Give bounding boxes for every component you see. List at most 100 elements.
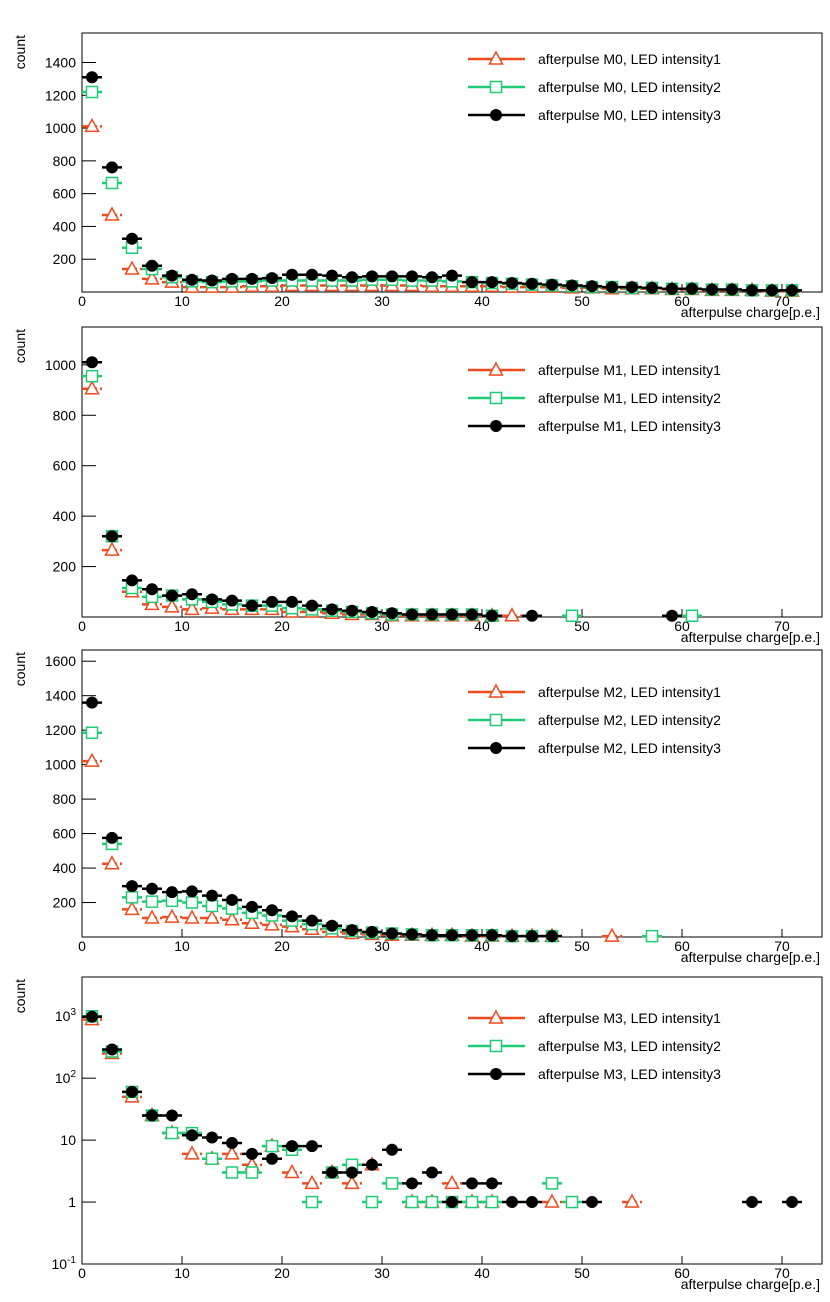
marker: [504, 607, 520, 622]
y-tick-label: 600: [53, 826, 77, 842]
legend-marker: [489, 713, 503, 727]
x-tick-label: 60: [674, 293, 690, 309]
marker: [104, 541, 120, 556]
marker: [666, 609, 678, 622]
marker: [105, 176, 119, 190]
series: [82, 696, 562, 943]
marker: [286, 910, 298, 923]
marker: [544, 1193, 560, 1208]
marker: [624, 1193, 640, 1208]
marker: [565, 1195, 579, 1209]
x-tick-label: 60: [674, 1265, 690, 1281]
x-tick-label: 20: [274, 618, 290, 634]
marker: [365, 1195, 379, 1209]
x-tick-label: 0: [78, 938, 86, 954]
legend-marker: [488, 683, 504, 698]
marker: [346, 924, 358, 937]
series: [82, 369, 702, 622]
marker: [385, 1177, 399, 1190]
legend-label: afterpulse M1, LED intensity3: [538, 418, 721, 434]
marker: [306, 599, 318, 612]
legend-marker: [489, 80, 503, 94]
marker: [406, 1177, 418, 1190]
marker: [164, 908, 180, 923]
x-tick-label: 50: [574, 293, 590, 309]
marker: [125, 891, 139, 904]
marker: [405, 1195, 419, 1209]
marker: [266, 1152, 278, 1165]
marker: [166, 589, 178, 602]
marker: [746, 284, 758, 297]
x-tick-label: 60: [674, 618, 690, 634]
marker: [106, 1043, 118, 1056]
marker: [425, 1195, 439, 1209]
marker: [386, 1143, 398, 1156]
legend-marker: [490, 420, 502, 432]
marker: [346, 604, 358, 617]
y-tick-label: 1000: [45, 757, 76, 773]
marker: [326, 1166, 338, 1179]
marker: [184, 600, 200, 616]
y-tick-label: 1200: [45, 722, 76, 738]
marker: [386, 607, 398, 620]
marker: [226, 893, 238, 906]
series: [82, 726, 662, 943]
marker: [586, 1196, 598, 1209]
legend-label: afterpulse M0, LED intensity1: [538, 51, 721, 67]
legend-marker: [489, 1039, 503, 1053]
y-tick-label: 200: [53, 895, 77, 911]
x-tick-label: 30: [374, 618, 390, 634]
legend-label: afterpulse M3, LED intensity3: [538, 1066, 721, 1082]
marker: [246, 1147, 258, 1160]
marker: [305, 1195, 319, 1209]
marker: [366, 925, 378, 938]
marker: [226, 272, 238, 285]
y-tick-label: 400: [53, 508, 77, 524]
marker: [686, 282, 698, 295]
x-tick-label: 20: [274, 938, 290, 954]
x-tick-label: 10: [174, 938, 190, 954]
marker: [85, 85, 99, 99]
y-tick-label: 400: [53, 860, 77, 876]
plot-frame: [81, 976, 823, 1265]
marker: [206, 593, 218, 606]
marker: [526, 930, 538, 943]
marker: [446, 1196, 458, 1209]
marker: [166, 886, 178, 899]
marker: [84, 380, 100, 395]
marker: [265, 1139, 279, 1153]
marker: [186, 273, 198, 286]
marker: [266, 904, 278, 917]
marker: [366, 1158, 378, 1171]
marker: [486, 609, 498, 622]
marker: [465, 1195, 479, 1209]
marker: [186, 885, 198, 898]
marker: [146, 259, 158, 272]
legend-marker: [489, 391, 503, 405]
legend-label: afterpulse M0, LED intensity3: [538, 107, 721, 123]
marker: [144, 909, 160, 924]
y-tick-label: 1: [68, 1194, 76, 1210]
marker: [386, 927, 398, 940]
marker: [126, 1085, 138, 1098]
x-tick-label: 10: [174, 293, 190, 309]
marker: [184, 909, 200, 924]
marker: [344, 1174, 360, 1190]
marker: [506, 1196, 518, 1209]
marker: [786, 284, 798, 297]
x-tick-label: 70: [774, 293, 790, 309]
marker: [106, 530, 118, 543]
marker: [326, 919, 338, 932]
legend-label: afterpulse M3, LED intensity2: [538, 1038, 721, 1054]
y-tick-label: 1000: [45, 120, 76, 136]
marker: [104, 855, 120, 870]
marker: [86, 696, 98, 709]
marker: [666, 282, 678, 295]
y-axis-title: count: [12, 979, 28, 1013]
series: [82, 1010, 802, 1209]
marker: [726, 283, 738, 296]
x-axis-title: afterpulse charge[p.e.]: [681, 304, 820, 320]
marker: [84, 752, 100, 767]
marker: [685, 609, 699, 622]
marker: [786, 1196, 798, 1209]
